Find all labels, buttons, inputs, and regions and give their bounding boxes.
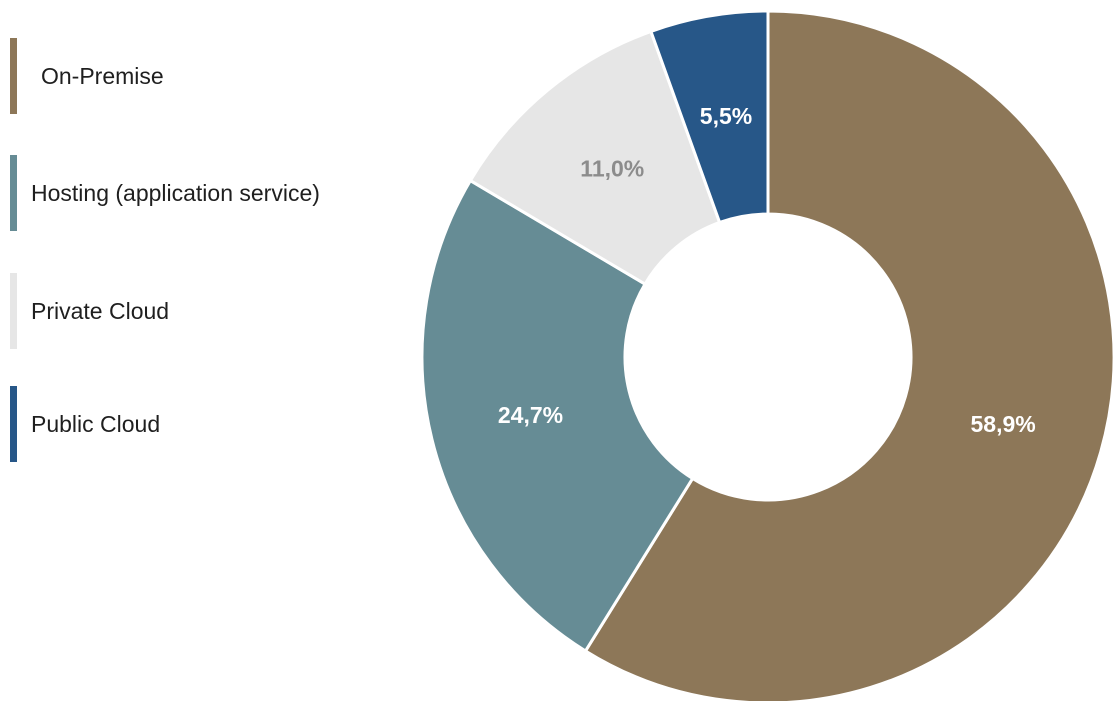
donut-data-labels: 58,9% 24,7% 11,0% 5,5% (498, 103, 1036, 437)
slice-hosting (420, 178, 695, 654)
legend-item-on-premise: On-Premise (10, 38, 164, 114)
slice-public-cloud (648, 9, 770, 225)
data-label-hosting: 24,7% (498, 402, 563, 428)
slice-on-premise (583, 9, 1113, 701)
legend-swatch-on-premise (10, 38, 17, 114)
legend-swatch-public-cloud (10, 386, 17, 462)
data-label-public-cloud: 5,5% (700, 103, 752, 129)
chart-legend: On-Premise Hosting (application service)… (0, 0, 400, 701)
legend-swatch-hosting (10, 155, 17, 231)
legend-item-hosting: Hosting (application service) (10, 155, 320, 231)
legend-label-public-cloud: Public Cloud (31, 410, 161, 437)
data-label-private-cloud: 11,0% (580, 156, 644, 182)
legend-item-private-cloud: Private Cloud (10, 273, 169, 349)
legend-swatch-private-cloud (10, 273, 17, 349)
data-label-on-premise: 58,9% (971, 411, 1036, 437)
legend-label-hosting: Hosting (application service) (31, 179, 320, 206)
legend-label-private-cloud: Private Cloud (31, 297, 170, 324)
legend-label-on-premise: On-Premise (41, 62, 164, 89)
donut-slices (420, 9, 1113, 701)
legend-item-public-cloud: Public Cloud (10, 386, 160, 462)
slice-private-cloud (468, 29, 722, 287)
